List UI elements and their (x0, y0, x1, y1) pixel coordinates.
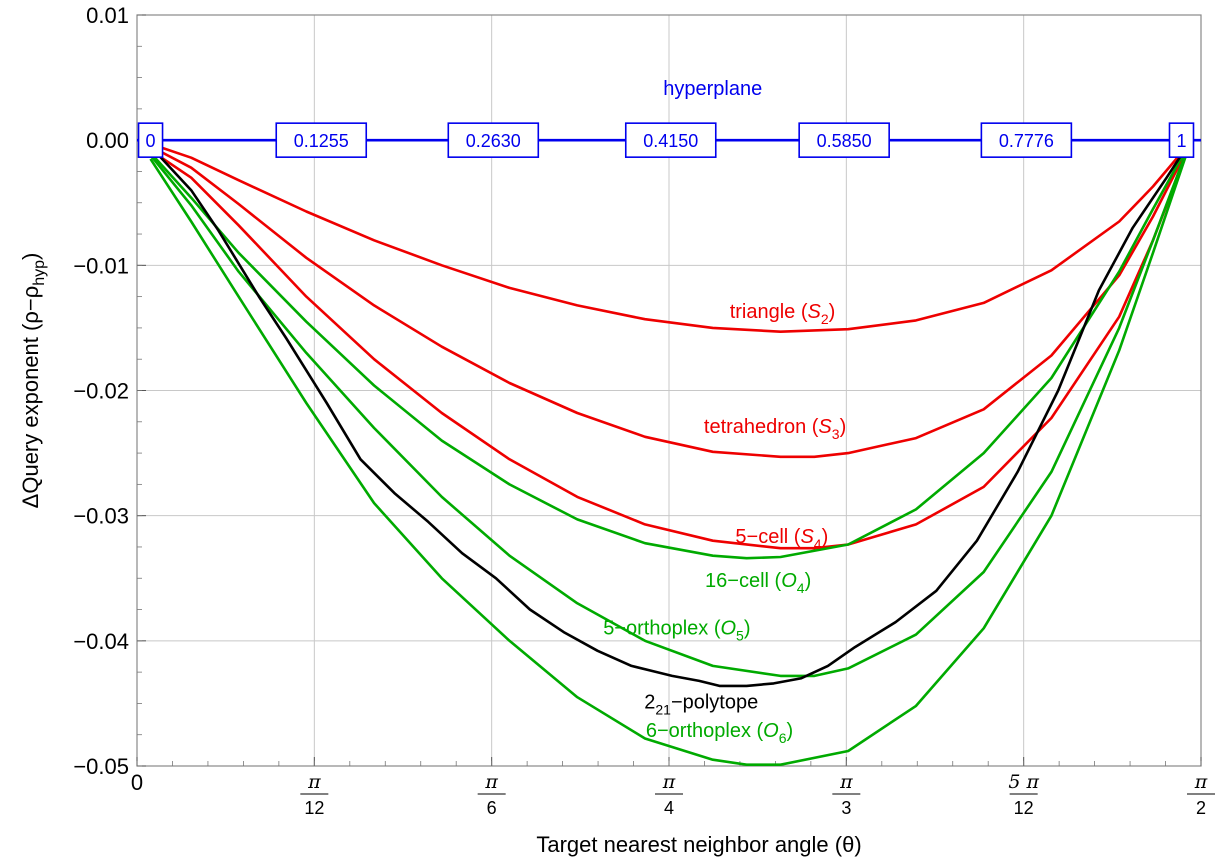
series-line (149, 147, 1189, 560)
series-label-subscript: 3 (832, 426, 840, 442)
hyperplane-marker-box (624, 122, 717, 158)
hyperplane-label: hyperplane (663, 78, 762, 100)
x-tick-label: 0 (131, 770, 143, 795)
series-line (149, 152, 1189, 767)
series-layer (149, 142, 1189, 767)
x-tick-label: 5 π12 (1008, 771, 1039, 818)
y-axis-ticks: 0.01 0.00 −0.01 −0.02 −0.03 −0.04 −0.05 (73, 3, 146, 779)
y-axis-title: ΔQuery exponent (ρ−ρhyp) (18, 253, 48, 509)
series-label-text: tetrahedron ( (704, 416, 819, 438)
hyperplane-marker-label: 0.7776 (999, 131, 1054, 151)
hyperplane-marker-box (275, 122, 368, 158)
x-tick-denominator: 12 (304, 798, 324, 818)
hyperplane-layer: hyperplane 0 0.1255 0.2630 0.4150 0.5850 0.777… (137, 78, 1201, 158)
series-label-close: ) (787, 720, 794, 742)
x-tick-denominator: 2 (1196, 798, 1206, 818)
series-label-close: ) (805, 570, 812, 592)
series-line (150, 142, 1188, 334)
series-label-subscript: 21 (655, 701, 671, 717)
series-label-subscript: 4 (797, 580, 805, 596)
series-line (149, 145, 1188, 688)
series-label-close: ) (840, 416, 847, 438)
x-tick-denominator: 4 (664, 798, 674, 818)
series-label-text: triangle ( (730, 301, 808, 323)
hyperplane-marker-box (980, 122, 1073, 158)
series-label: 5−orthoplex (O5) (603, 618, 750, 644)
series-labels: triangle (S2)tetrahedron (S3)5−cell (S4)… (603, 301, 846, 746)
y-tick-label: −0.01 (73, 253, 129, 278)
hyperplane-marker-box (798, 122, 890, 158)
series-label-symbol: O (720, 618, 736, 640)
series-label-symbol: O (763, 720, 779, 742)
y-tick-label: −0.04 (73, 629, 129, 654)
x-tick-label: π2 (1187, 771, 1215, 818)
series-label-subscript: 5 (736, 628, 744, 644)
hyperplane-marker-box (137, 122, 164, 158)
hyperplane-marker-label: 0.2630 (466, 131, 521, 151)
hyperplane-marker-label: 0.1255 (294, 131, 349, 151)
series-line (149, 145, 1189, 459)
hyperplane-marker-label: 0 (146, 131, 156, 151)
x-tick-numerator: π (839, 771, 853, 793)
series-label-close: ) (822, 526, 829, 548)
series-label-symbol: S (800, 526, 814, 548)
series-label: 5−cell (S4) (735, 526, 828, 552)
y-axis-title-close: ) (18, 253, 43, 260)
series-label-text: 5−orthoplex ( (603, 618, 721, 640)
y-tick-label: −0.05 (73, 754, 129, 779)
y-tick-label: 0.01 (86, 3, 129, 28)
series-label-subscript: 2 (821, 311, 829, 327)
series-label: 16−cell (O4) (705, 570, 811, 596)
series-label: 6−orthoplex (O6) (646, 720, 793, 746)
x-tick-numerator: π (307, 771, 321, 793)
hyperplane-marker-label: 1 (1176, 131, 1186, 151)
series-label-subscript: 4 (814, 536, 822, 552)
y-axis-title-text: ΔQuery exponent (ρ−ρ (18, 286, 43, 509)
series-label: triangle (S2) (730, 301, 836, 327)
series-label: tetrahedron (S3) (704, 416, 846, 442)
hyperplane-marker-box (1168, 122, 1195, 158)
series-label-symbol: O (781, 570, 797, 592)
hyperplane-marker-label: 0.4150 (643, 131, 698, 151)
y-tick-label: −0.02 (73, 379, 129, 404)
x-tick-numerator: π (662, 771, 676, 793)
x-axis-title: Target nearest neighbor angle (θ) (536, 832, 861, 857)
x-tick-denominator: 12 (1014, 798, 1034, 818)
series-label-symbol: S (808, 301, 822, 323)
hyperplane-marker-label: 0.5850 (817, 131, 872, 151)
series-label-text: 16−cell ( (705, 570, 781, 592)
series-label-symbol: S (818, 416, 832, 438)
series-label-text: −polytope (671, 691, 758, 713)
x-tick-numerator: 5 π (1008, 771, 1039, 793)
x-tick-label: π4 (655, 771, 683, 818)
series-line (149, 149, 1189, 678)
y-axis-title-subscript: hyp (31, 260, 48, 286)
series-label-close: ) (829, 301, 836, 323)
series-label: 221−polytope (644, 691, 758, 717)
series-label-text: 5−cell ( (735, 526, 800, 548)
series-label-text: 2 (644, 691, 655, 713)
x-tick-numerator: π (484, 771, 498, 793)
x-tick-label: π6 (477, 771, 506, 818)
series-label-close: ) (744, 618, 751, 640)
y-tick-label: 0.00 (86, 128, 129, 153)
x-tick-label: π 12 (300, 771, 329, 818)
x-tick-numerator: π (1194, 771, 1208, 793)
series-label-subscript: 6 (779, 730, 787, 746)
y-tick-label: −0.03 (73, 504, 129, 529)
series-label-text: 6−orthoplex ( (646, 720, 764, 742)
x-tick-denominator: 3 (841, 798, 851, 818)
x-tick-denominator: 6 (487, 798, 497, 818)
x-tick-label: π3 (832, 771, 861, 818)
series-line (149, 149, 1189, 550)
hyperplane-marker-box (447, 122, 540, 158)
